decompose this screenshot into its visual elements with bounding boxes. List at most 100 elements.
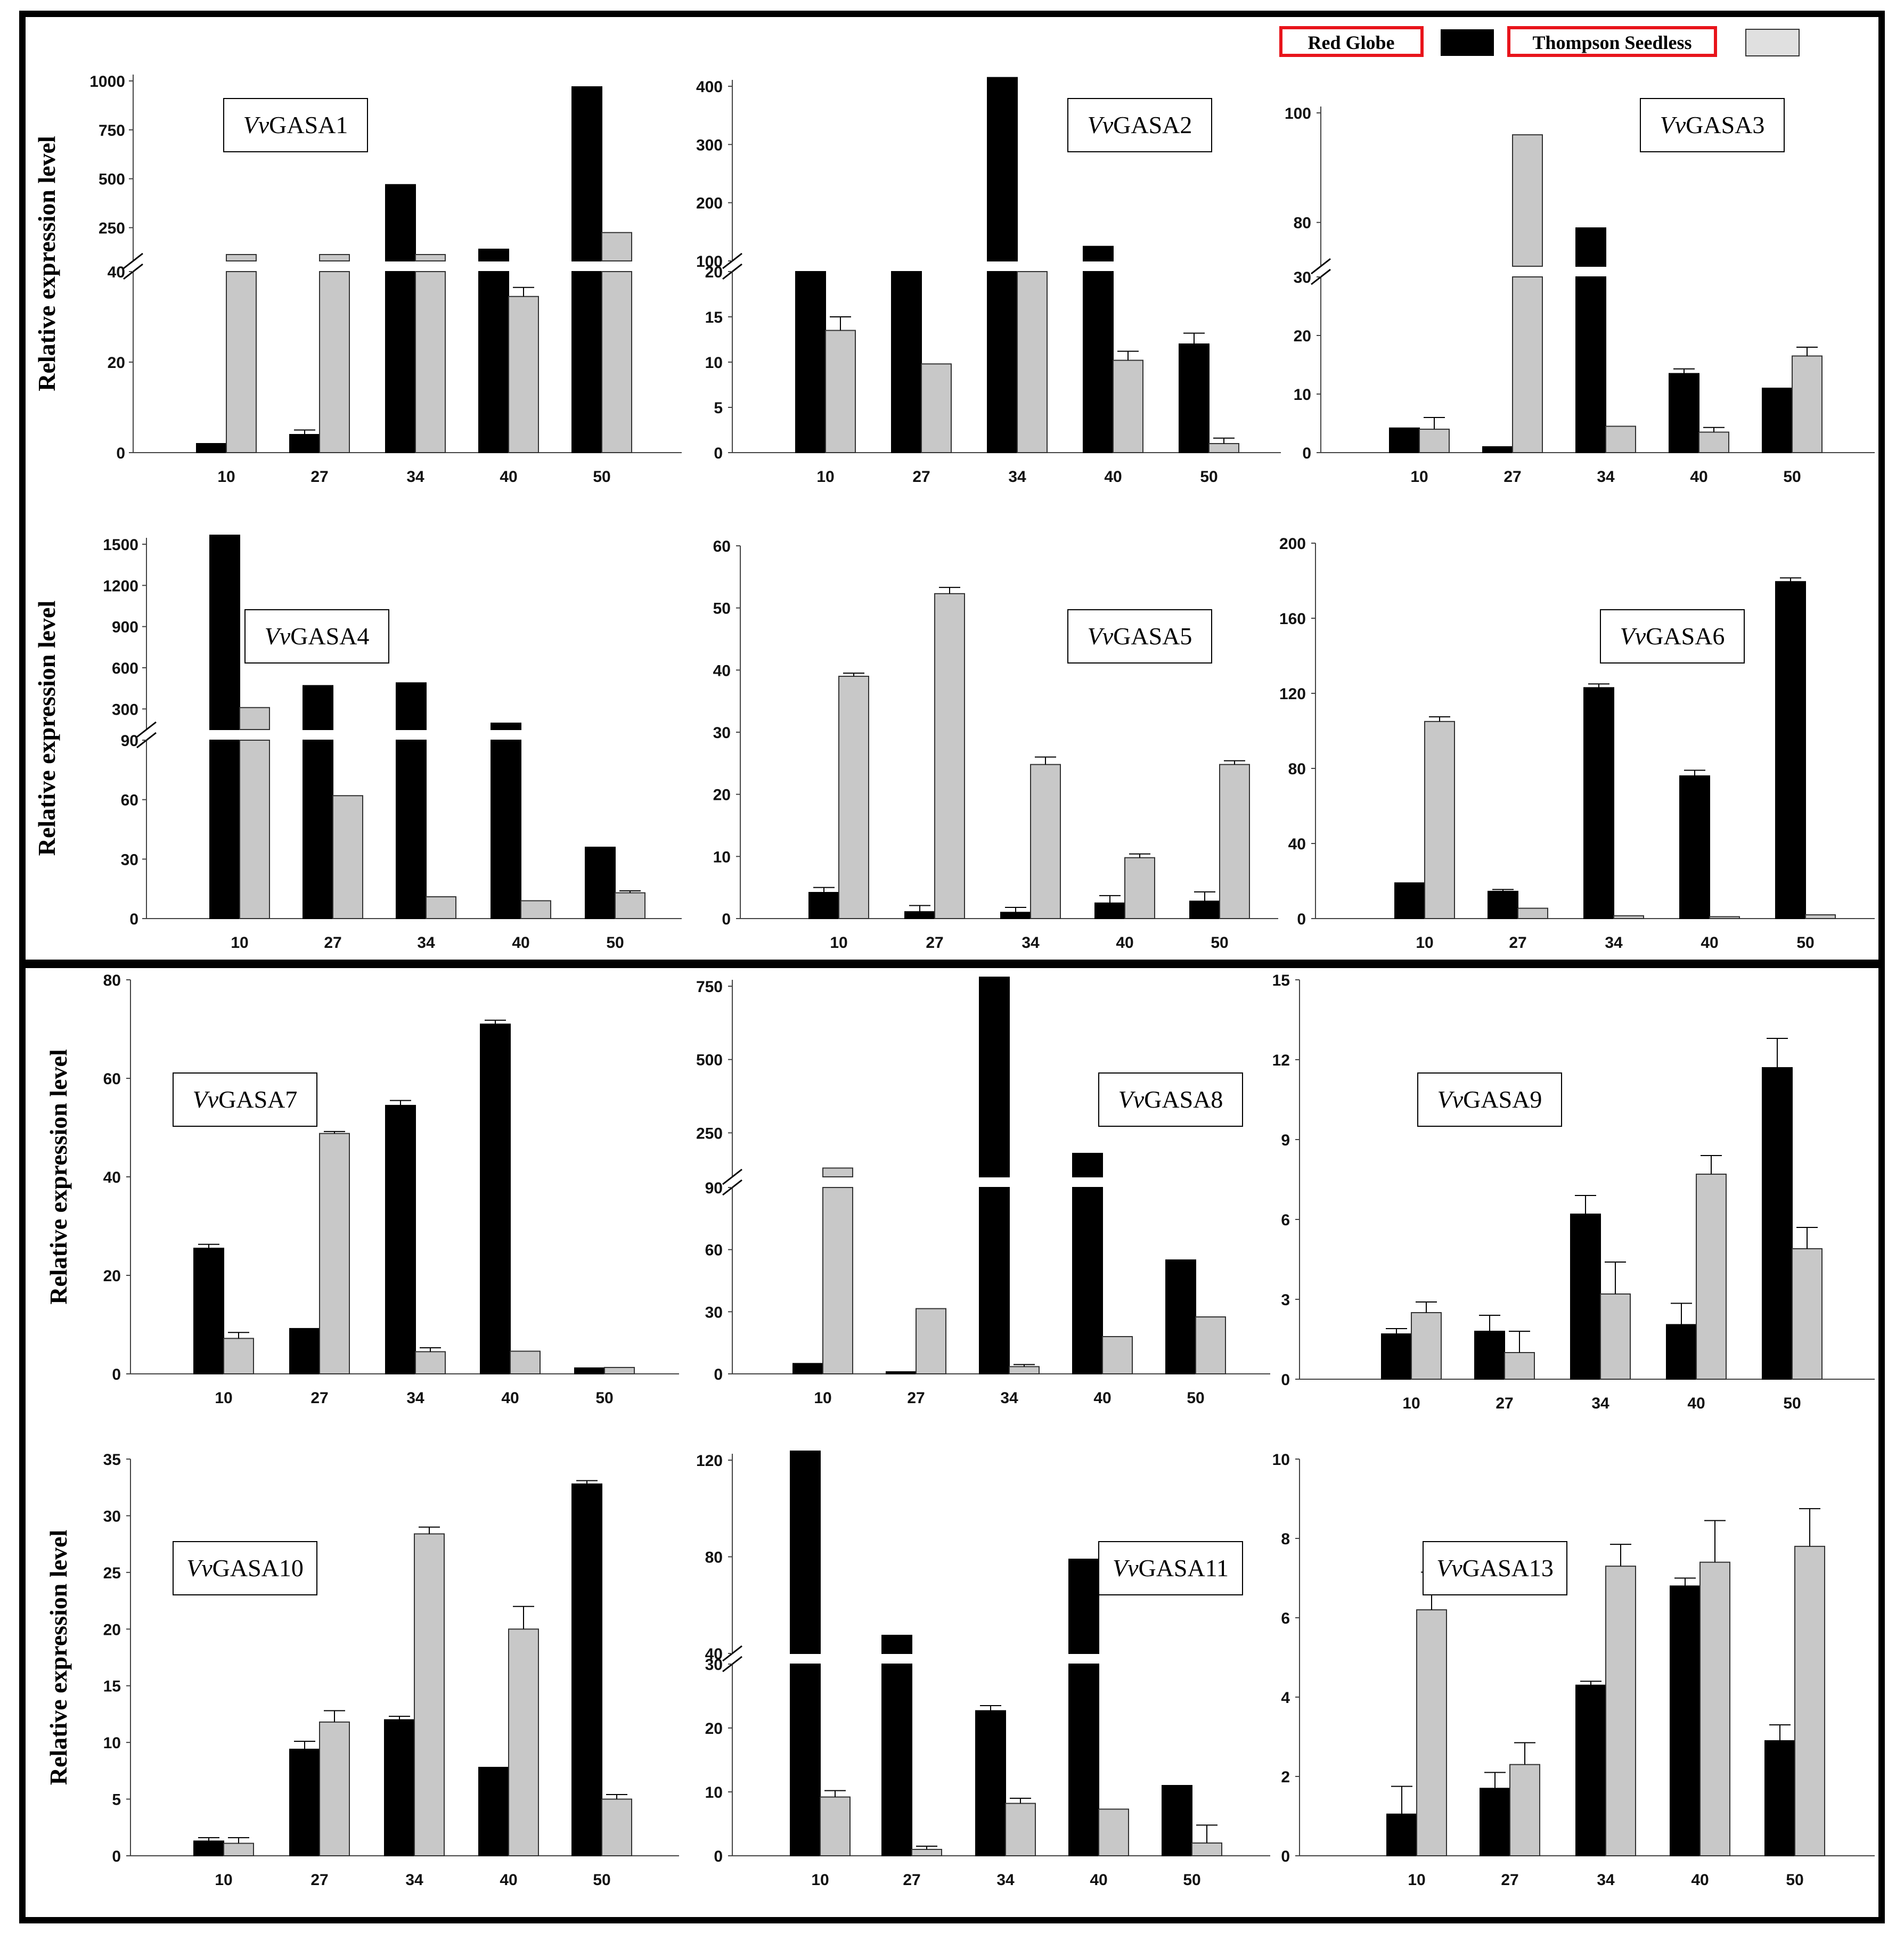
bar-thompson-seedless (415, 271, 446, 453)
x-tick-label: 40 (1687, 1395, 1705, 1412)
bar-thompson-seedless (332, 795, 363, 919)
x-tick-label: 27 (1501, 1871, 1518, 1889)
bar-thompson-seedless (520, 900, 551, 919)
y-tick-label: 80 (1288, 760, 1306, 778)
bar-red-globe (1762, 1067, 1793, 1380)
bar-thompson-seedless (1696, 1174, 1727, 1380)
x-tick-label: 50 (1786, 1871, 1803, 1889)
gene-label: VvGASA11 (1113, 1554, 1229, 1582)
x-tick-label: 50 (1200, 468, 1217, 486)
bar-thompson-seedless (1605, 425, 1636, 453)
bar-red-globe (193, 1248, 224, 1374)
gene-label-prefix: Vv (193, 1086, 219, 1113)
x-tick-label: 40 (1104, 468, 1122, 486)
bar-red-globe (480, 1023, 511, 1374)
x-tick-label: 50 (606, 934, 624, 952)
bar-thompson-seedless (1017, 271, 1048, 453)
y-tick-label: 900 (112, 619, 138, 636)
y-tick-label: 40 (1288, 836, 1306, 853)
y-tick-label: 15 (1272, 972, 1290, 989)
legend-red-globe-swatch (1441, 29, 1494, 56)
bar-upper-red-globe (478, 248, 509, 261)
y-tick-label: 12 (1272, 1052, 1290, 1069)
bar-thompson-seedless (223, 1338, 254, 1374)
y-tick-label: 35 (103, 1451, 121, 1469)
panel-vvgasa7: 0 20 40 60 80 10 27 34 40 50 VvGASA7 Relative expre… (45, 972, 679, 1407)
y-tick-label: 90 (705, 1180, 723, 1197)
y-tick-label: 0 (116, 445, 125, 462)
bar-thompson-seedless (604, 1366, 635, 1375)
gene-label-box (223, 98, 368, 152)
y-tick-label: 0 (1302, 445, 1311, 462)
bar-red-globe (1575, 1684, 1606, 1856)
y-tick-label: 4 (1281, 1689, 1290, 1707)
gene-label-prefix: Vv (1620, 623, 1646, 650)
bar-red-globe (1474, 1331, 1505, 1380)
axis-break-mark (136, 721, 157, 738)
gene-label-box (173, 1072, 317, 1127)
x-tick-label: 40 (1691, 1871, 1709, 1889)
y-tick-label: 500 (99, 171, 125, 189)
bar-red-globe (1083, 271, 1114, 453)
axis-break-mark (722, 1168, 742, 1185)
gene-label: VvGASA8 (1118, 1086, 1223, 1113)
y-tick-label: 80 (705, 1549, 723, 1567)
gene-label: VvGASA7 (193, 1086, 298, 1113)
bar-red-globe (478, 1766, 509, 1856)
bar-red-globe (571, 1483, 602, 1857)
y-tick-label: 6 (1281, 1211, 1290, 1229)
x-tick-label: 27 (907, 1389, 925, 1407)
bar-red-globe (384, 1719, 415, 1857)
y-tick-label: 5 (714, 399, 723, 417)
bar-thompson-seedless (1699, 1561, 1730, 1856)
y-tick-label: 120 (1279, 685, 1306, 703)
x-tick-label: 50 (1183, 1871, 1200, 1889)
bar-thompson-seedless (1792, 1248, 1823, 1380)
gene-label-rest: GASA7 (218, 1086, 297, 1113)
bar-thompson-seedless (426, 896, 456, 919)
bar-red-globe (209, 740, 240, 919)
y-tick-label: 5 (112, 1791, 121, 1809)
bar-thompson-seedless (508, 1628, 539, 1856)
bar-thompson-seedless (1509, 1764, 1540, 1856)
bar-thompson-seedless (319, 271, 350, 453)
bar-upper-thompson-seedless (226, 254, 257, 261)
bar-red-globe (491, 740, 521, 919)
legend-red-globe-box (1279, 26, 1424, 57)
bar-thompson-seedless (1613, 915, 1644, 920)
bar-red-globe (1670, 1585, 1701, 1856)
y-tick-label: 30 (705, 1304, 723, 1321)
x-tick-label: 10 (811, 1871, 829, 1889)
y-tick-label: 400 (696, 78, 723, 96)
bar-thompson-seedless (911, 1849, 942, 1856)
bar-red-globe (385, 271, 416, 453)
bar-thompson-seedless (820, 1796, 851, 1857)
y-tick-label: 0 (1281, 1371, 1290, 1389)
bar-red-globe (289, 1748, 320, 1857)
legend: Red Globe Thompson Seedless (1279, 26, 1800, 57)
bar-upper-red-globe (385, 184, 416, 261)
y-tick-label: 25 (103, 1565, 121, 1582)
y-tick-label: 0 (714, 1848, 723, 1865)
bar-upper-red-globe (1575, 227, 1606, 267)
y-tick-label: 15 (705, 309, 723, 326)
bar-red-globe (1583, 687, 1614, 920)
bar-red-globe (289, 1328, 320, 1374)
x-tick-label: 27 (310, 468, 328, 486)
bar-thompson-seedless (1005, 1803, 1036, 1857)
x-tick-label: 27 (1496, 1395, 1513, 1412)
bar-red-globe (1394, 882, 1425, 920)
y-tick-label: 1000 (89, 73, 125, 91)
x-tick-label: 34 (405, 1871, 423, 1889)
bar-thompson-seedless (1805, 914, 1836, 919)
gene-label-prefix: Vv (243, 111, 269, 138)
gene-label: VvGASA9 (1437, 1086, 1542, 1113)
gene-label: VvGASA2 (1088, 111, 1192, 138)
bar-red-globe (1775, 581, 1806, 919)
bar-thompson-seedless (1098, 1808, 1129, 1856)
bar-red-globe (1764, 1740, 1795, 1856)
bar-red-globe (574, 1367, 605, 1374)
bar-upper-red-globe (1083, 245, 1114, 261)
y-tick-label: 60 (103, 1070, 121, 1088)
